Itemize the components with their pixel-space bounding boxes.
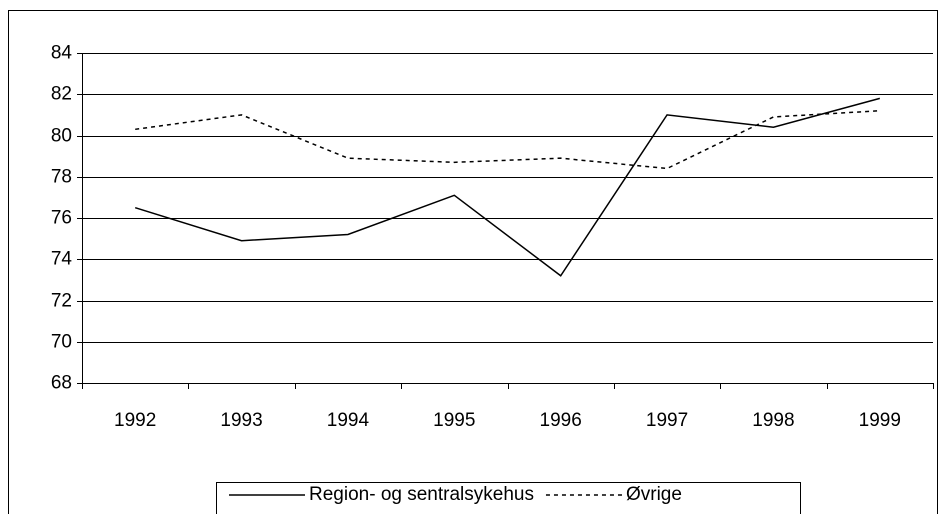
legend-label: Region- og sentralsykehus — [309, 484, 534, 505]
series-line — [134, 97, 881, 277]
x-tick-label: 1999 — [859, 410, 901, 431]
y-tick-label: 74 — [51, 249, 73, 270]
y-tick-label: 84 — [51, 43, 73, 64]
y-tick-label: 80 — [51, 126, 72, 147]
x-tick-label: 1992 — [114, 410, 156, 431]
y-tick-label: 78 — [51, 167, 72, 188]
y-tick-label: 82 — [51, 84, 72, 105]
x-tick-label: 1997 — [646, 410, 688, 431]
y-tick-label: 70 — [51, 332, 72, 353]
x-tick-label: 1998 — [752, 410, 794, 431]
x-tick-label: 1994 — [327, 410, 370, 431]
x-tick-label: 1993 — [220, 410, 262, 431]
x-tick-label: 1996 — [540, 410, 582, 431]
x-tick-label: 1995 — [433, 410, 475, 431]
y-tick-label: 72 — [51, 291, 72, 312]
legend-label: Øvrige — [626, 484, 682, 505]
y-tick-label: 68 — [51, 373, 72, 394]
legend-box — [216, 482, 801, 514]
series-line — [135, 110, 880, 170]
y-tick-label: 76 — [51, 208, 72, 229]
chart-border — [8, 10, 938, 514]
